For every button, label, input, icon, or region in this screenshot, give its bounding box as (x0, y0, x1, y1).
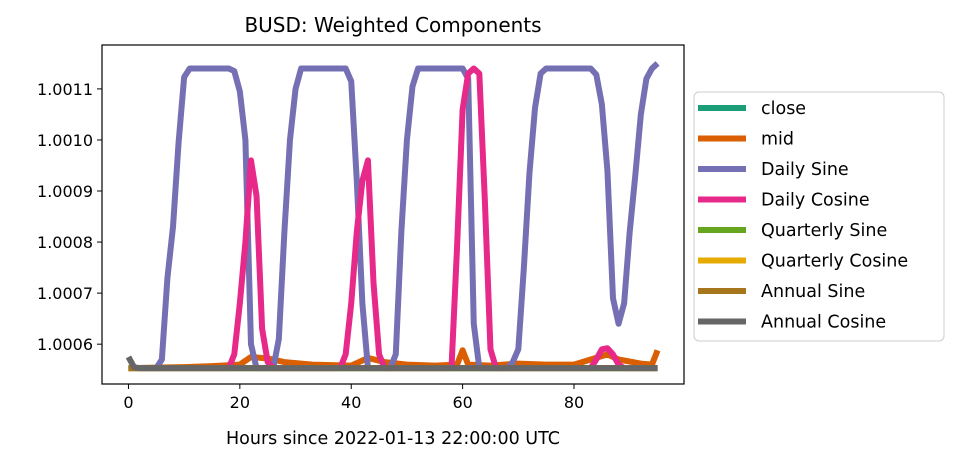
legend-label: mid (761, 130, 794, 150)
series-line-daily-cosine (128, 65, 658, 372)
legend-label: Quarterly Sine (761, 221, 887, 241)
x-tick-label: 60 (452, 393, 472, 412)
legend-frame (693, 91, 945, 342)
x-tick-label: 80 (564, 393, 584, 412)
y-axis: 1.0006 1.0007 1.0008 1.0009 1.0010 1.0011 (37, 80, 102, 354)
legend-label: Daily Sine (761, 160, 849, 180)
x-tick-label: 20 (230, 393, 250, 412)
y-tick-label: 1.0008 (37, 233, 93, 252)
series-layer (125, 61, 661, 372)
legend-label: Quarterly Cosine (761, 252, 908, 272)
legend-label: close (761, 99, 806, 119)
y-tick-label: 1.0007 (37, 284, 93, 303)
y-tick-label: 1.0010 (37, 131, 93, 150)
legend-label: Annual Sine (761, 282, 865, 302)
legend-label: Annual Cosine (761, 313, 886, 333)
series-line-annual-cosine (125, 355, 658, 372)
chart-title: BUSD: Weighted Components (244, 13, 541, 37)
plot-frame (101, 44, 685, 385)
y-tick-label: 1.0011 (37, 80, 93, 99)
x-axis-label: Hours since 2022-01-13 22:00:00 UTC (226, 429, 560, 449)
legend: close mid Daily Sine Daily Cosine Quarterly … (693, 91, 945, 342)
y-tick-label: 1.0006 (37, 335, 93, 354)
series-line-daily-sine (128, 61, 660, 372)
x-axis: 0 20 40 60 80 (123, 384, 584, 412)
y-tick-label: 1.0009 (37, 182, 93, 201)
x-tick-label: 40 (341, 393, 361, 412)
legend-label: Daily Cosine (761, 191, 870, 211)
x-tick-label: 0 (123, 393, 133, 412)
